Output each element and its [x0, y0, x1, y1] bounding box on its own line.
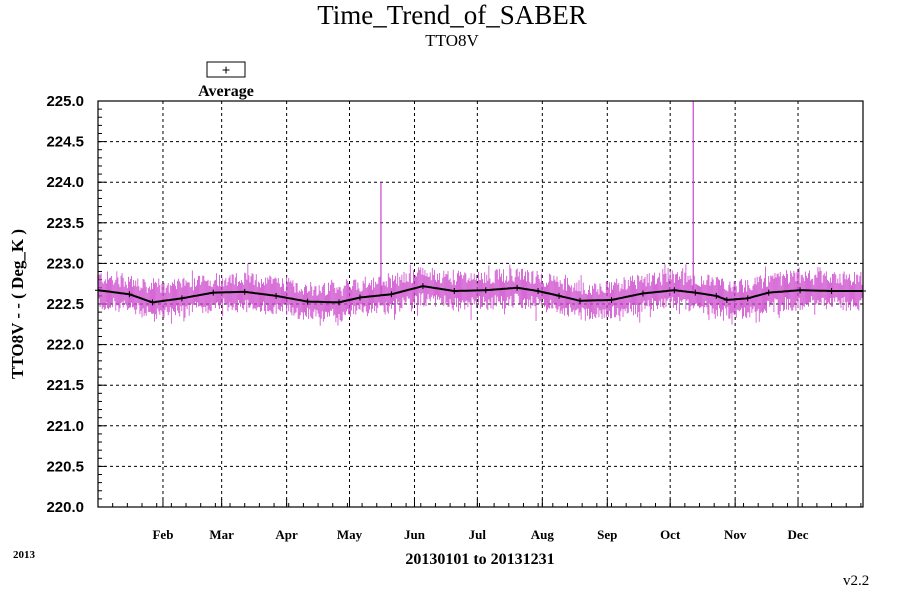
x-tick-label: Jul	[469, 527, 487, 542]
y-tick-label: 220.5	[46, 458, 84, 475]
average-point	[671, 287, 678, 294]
chart-title: Time_Trend_of_SABER	[317, 0, 587, 30]
average-point	[556, 292, 563, 299]
average-point	[273, 292, 280, 299]
x-axis-label: 20130101 to 20131231	[405, 551, 554, 568]
year-label: 2013	[13, 549, 36, 561]
average-point	[210, 289, 217, 296]
average-point	[608, 296, 615, 303]
x-tick-label: Dec	[788, 527, 809, 542]
average-point	[356, 294, 363, 301]
average-point	[514, 284, 521, 291]
legend-symbol: +	[222, 63, 231, 79]
y-tick-label: 221.0	[46, 418, 84, 435]
x-tick-label: Nov	[724, 527, 747, 542]
average-point	[126, 291, 133, 298]
average-point	[482, 287, 489, 294]
y-tick-label: 223.5	[46, 215, 84, 232]
average-point	[336, 299, 343, 306]
average-point	[639, 290, 646, 297]
average-point	[828, 288, 835, 295]
average-point	[149, 299, 156, 306]
average-point	[451, 288, 458, 295]
y-tick-label: 222.0	[46, 337, 84, 354]
average-point	[797, 287, 804, 294]
average-line	[97, 285, 863, 304]
y-tick-label: 224.0	[46, 174, 84, 191]
average-point	[713, 292, 720, 299]
y-axis-label: TTO8V - - ( Deg_K )	[8, 229, 27, 379]
x-tick-label: Oct	[660, 527, 681, 542]
average-point	[577, 297, 584, 304]
average-point	[535, 288, 542, 295]
average-point	[304, 298, 311, 305]
average-point	[178, 295, 185, 302]
x-tick-labels: Feb Mar Apr May Jun Jul Aug Sep Oct Nov Dec	[152, 527, 808, 542]
x-tick-label: Mar	[209, 527, 234, 542]
x-tick-label: Aug	[531, 527, 555, 542]
average-point	[765, 289, 772, 296]
y-tick-label: 221.5	[46, 377, 84, 394]
average-point	[388, 291, 395, 298]
average-point	[241, 288, 248, 295]
x-tick-label: Sep	[597, 527, 617, 542]
grid-lines	[98, 101, 863, 507]
x-tick-label: Apr	[275, 527, 298, 542]
y-tick-label: 224.5	[46, 134, 84, 151]
x-tick-label: Jun	[404, 527, 426, 542]
legend-box	[206, 61, 246, 78]
x-tick-label: May	[337, 527, 363, 542]
average-point	[744, 295, 751, 302]
x-tick-label: Feb	[152, 527, 173, 542]
y-tick-label: 220.0	[46, 499, 84, 516]
y-tick-label: 223.0	[46, 255, 84, 272]
axis-ticks	[98, 100, 862, 508]
average-point	[419, 283, 426, 290]
y-tick-label: 222.5	[46, 296, 84, 313]
plot-frame	[97, 100, 864, 508]
legend: + Average	[198, 61, 254, 100]
chart-subtitle: TTO8V	[425, 31, 479, 50]
legend-label: Average	[198, 83, 254, 100]
average-series	[95, 283, 866, 306]
version-label: v2.2	[843, 573, 869, 589]
average-point	[692, 289, 699, 296]
y-tick-label: 225.0	[46, 93, 84, 110]
average-point	[723, 296, 730, 303]
y-tick-labels: 220.0 220.5 221.0 221.5 222.0 222.5 223.0 223.5…	[46, 93, 84, 516]
